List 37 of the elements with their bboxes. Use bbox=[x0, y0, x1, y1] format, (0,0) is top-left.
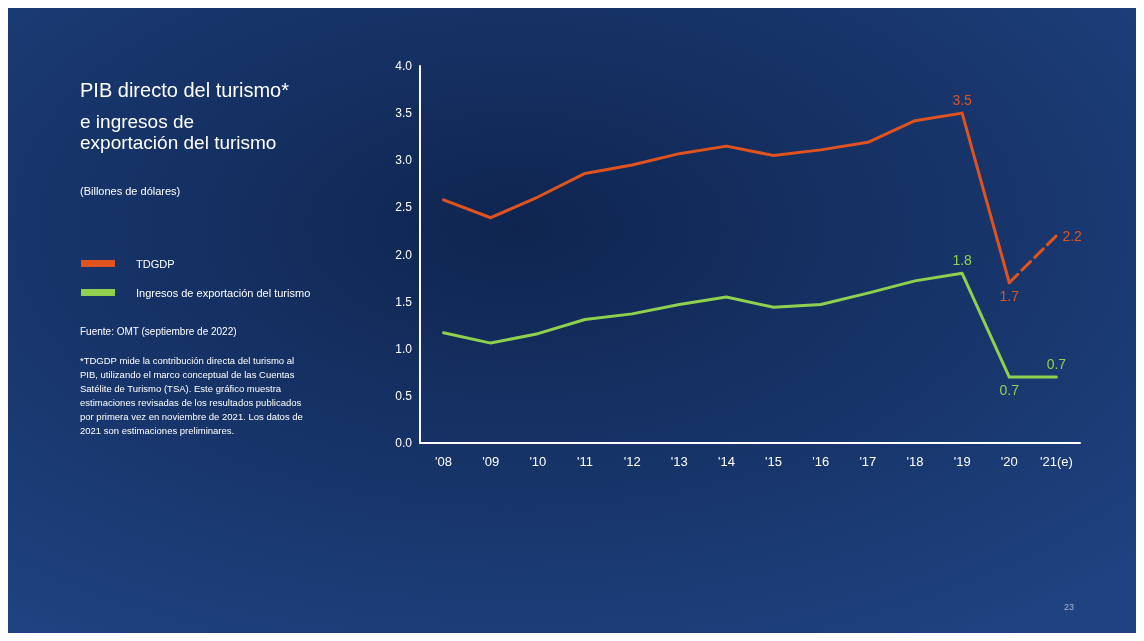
x-tick-label: '18 bbox=[906, 454, 924, 469]
x-tick-label: '15 bbox=[765, 454, 783, 469]
y-tick-label: 4.0 bbox=[395, 59, 413, 73]
y-tick-label: 1.5 bbox=[395, 294, 413, 309]
x-tick-label: '08 bbox=[435, 454, 453, 469]
data-label: 0.7 bbox=[999, 382, 1020, 399]
data-label: 2.2 bbox=[1062, 227, 1083, 244]
x-tick-label: '11 bbox=[577, 454, 593, 469]
y-tick-label: 2.0 bbox=[395, 247, 413, 262]
x-tick-label: '14 bbox=[717, 454, 735, 469]
data-label: 1.8 bbox=[952, 252, 973, 269]
y-tick-label: 2.5 bbox=[395, 200, 413, 215]
legend-label: Ingresos de exportación del turismo bbox=[136, 286, 311, 299]
y-tick-label: 0.5 bbox=[395, 388, 413, 403]
legend-label: TDGDP bbox=[136, 257, 175, 270]
data-label: 1.7 bbox=[999, 287, 1020, 304]
text: (Billones de dólares) bbox=[80, 184, 181, 197]
source-note: Fuente: OMT (septiembre de 2022) bbox=[80, 325, 237, 337]
x-tick-label: '17 bbox=[859, 454, 877, 469]
data-label: 0.7 bbox=[1046, 356, 1067, 373]
y-tick-label: 3.5 bbox=[395, 106, 413, 121]
data-label: 3.5 bbox=[952, 92, 973, 109]
y-tick-label: 3.0 bbox=[395, 153, 413, 168]
x-tick-label: '21(e) bbox=[1040, 454, 1073, 469]
x-tick-label: '09 bbox=[482, 454, 500, 469]
text: 23 bbox=[1063, 601, 1074, 612]
text: e ingresos de exportación del turismo bbox=[80, 111, 277, 153]
x-tick-label: '16 bbox=[812, 454, 830, 469]
text: PIB directo del turismo* bbox=[80, 79, 290, 101]
x-tick-label: '10 bbox=[529, 454, 547, 469]
text: *TDGDP mide la contribución directa del turismo al PIB, utilizando el marco conceptual de las Cuentas Satélite de Turismo (TSA). Este gráfico muestra estimaciones revisadas de los resultados publicados por primera vez en noviembre de 2021. Los datos de 2021 son estimaciones preliminares. bbox=[80, 354, 306, 436]
x-tick-label: '12 bbox=[623, 454, 641, 469]
x-tick-label: '20 bbox=[1000, 454, 1018, 469]
x-tick-label: '19 bbox=[953, 454, 971, 469]
x-tick-label: '13 bbox=[670, 454, 688, 469]
y-tick-label: 0.0 bbox=[395, 436, 413, 450]
y-tick-label: 1.0 bbox=[395, 341, 413, 356]
